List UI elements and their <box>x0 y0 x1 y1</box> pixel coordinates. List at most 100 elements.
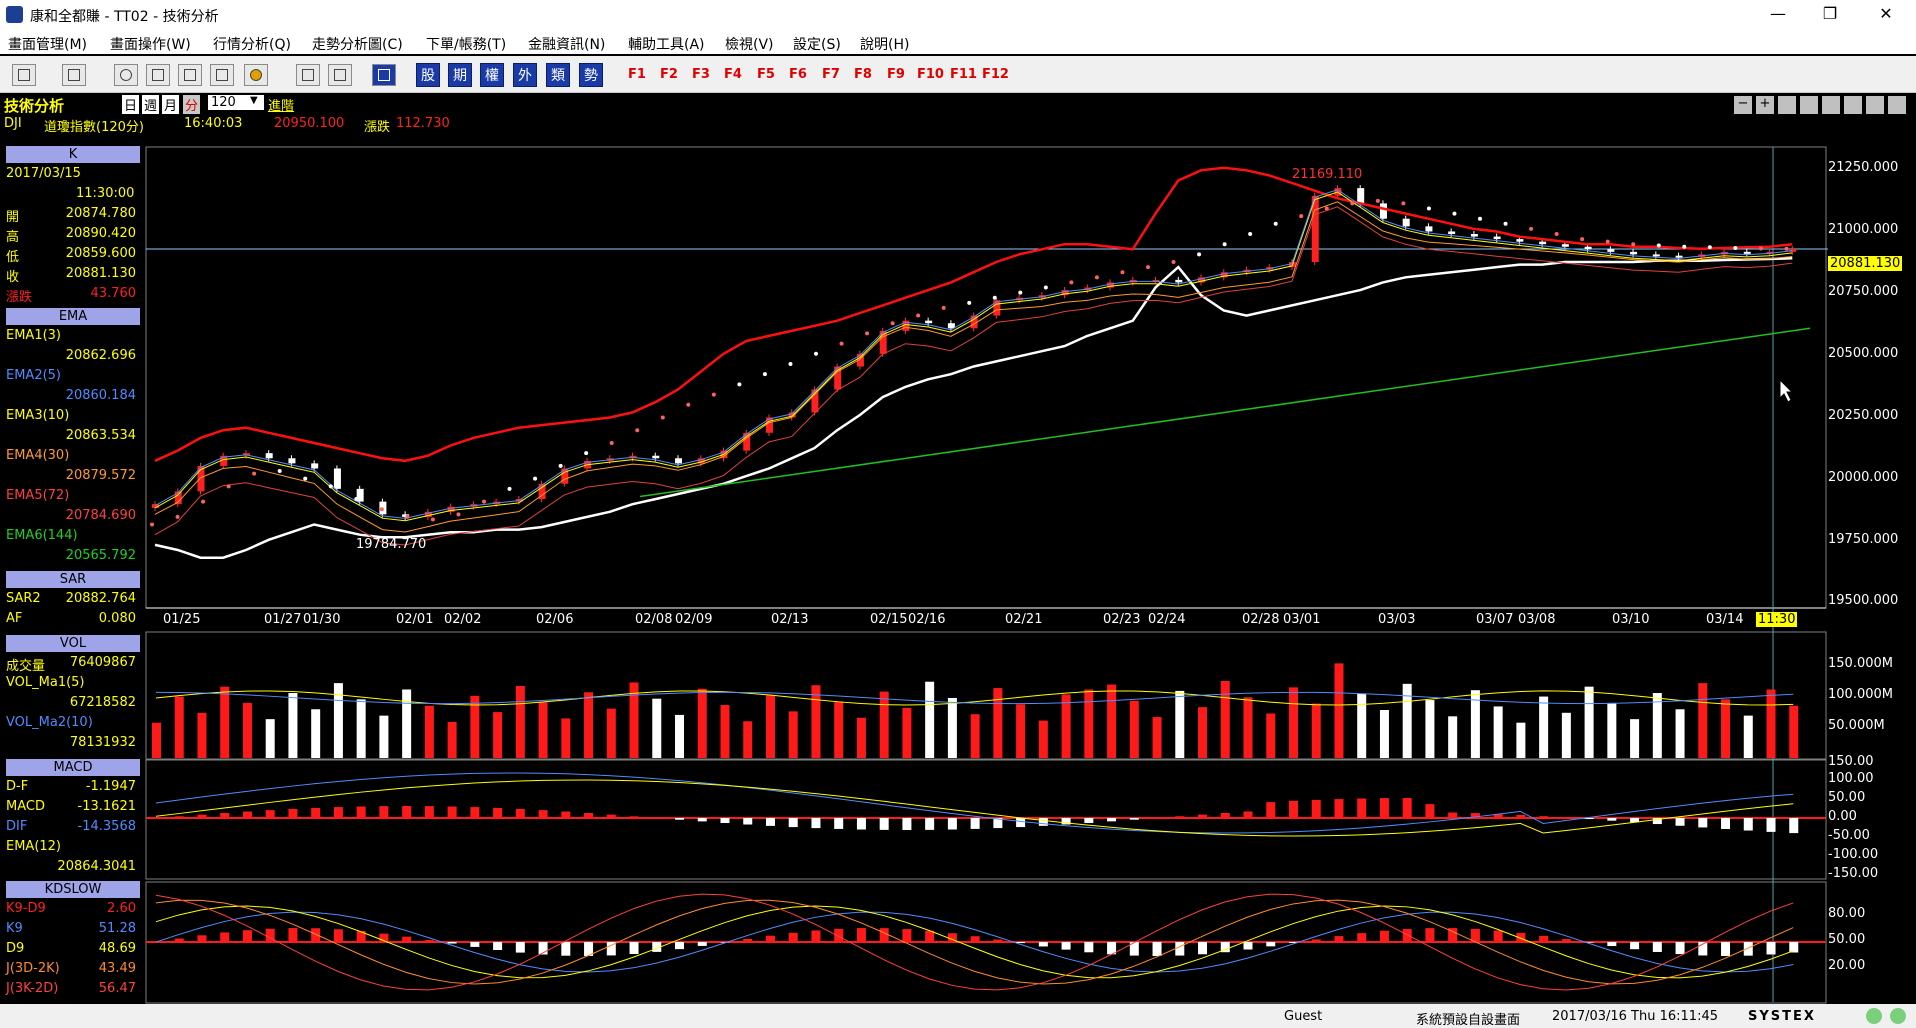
disk-icon[interactable] <box>1844 96 1862 114</box>
volume-bar <box>720 705 730 758</box>
window-restore-icon[interactable] <box>1866 96 1884 114</box>
sar-dot <box>916 313 921 318</box>
macd-bar <box>515 808 525 818</box>
status-light-icon <box>1890 1008 1906 1024</box>
tile-icon[interactable] <box>210 64 234 86</box>
macd-bar <box>447 806 457 818</box>
window-close-icon[interactable] <box>1888 96 1906 114</box>
macd-bar <box>1107 818 1117 822</box>
f5-button[interactable]: F5 <box>757 67 775 82</box>
ema_panel-label: EMA6(144) <box>6 528 78 543</box>
foreign-button[interactable]: 外 <box>513 63 537 87</box>
macd-y-tick: 50.00 <box>1828 790 1866 805</box>
f1-button[interactable]: F1 <box>628 67 646 82</box>
kd-bar <box>1379 930 1389 942</box>
kd-panel-header[interactable]: KDSLOW <box>6 881 140 898</box>
search-minus-icon[interactable] <box>1778 96 1796 114</box>
zoom-icon[interactable] <box>114 64 138 86</box>
upper-band-line <box>154 166 1793 463</box>
tab-week[interactable]: 週 <box>142 95 160 114</box>
change-label: 漲跌 <box>364 120 391 135</box>
menu-view[interactable]: 檢視(V) <box>725 37 774 53</box>
options-button[interactable]: 權 <box>480 63 504 87</box>
f11-button[interactable]: F11 <box>950 67 977 82</box>
search-plus-icon[interactable] <box>1800 96 1818 114</box>
kd-bar <box>675 942 685 950</box>
kd-bar <box>902 929 912 942</box>
f9-button[interactable]: F9 <box>887 67 905 82</box>
tools-icon[interactable] <box>1822 96 1840 114</box>
trend-button[interactable]: 勢 <box>579 63 603 87</box>
kd-bar <box>743 938 753 942</box>
vol-panel-header[interactable]: VOL <box>6 635 140 652</box>
f2-button[interactable]: F2 <box>660 67 678 82</box>
save-icon[interactable] <box>62 64 86 86</box>
minimize-button[interactable]: — <box>1770 4 1786 23</box>
kd_panel-value: 51.28 <box>98 921 136 936</box>
macd-bar <box>1766 818 1776 832</box>
vol_panel-label: 成交量 <box>6 659 46 674</box>
coin-icon[interactable] <box>244 64 268 86</box>
chevron-down-icon[interactable]: ▼ <box>250 95 258 106</box>
candle <box>1607 249 1615 252</box>
x-tick: 03/10 <box>1612 612 1650 627</box>
tab-month[interactable]: 月 <box>162 95 180 114</box>
advanced-link[interactable]: 進階 <box>268 99 295 114</box>
menu-order[interactable]: 下單/帳務(T) <box>426 37 507 53</box>
menu-finance-info[interactable]: 金融資訊(N) <box>528 37 606 53</box>
monitor-icon[interactable] <box>328 64 352 86</box>
macd-y-tick: -150.00 <box>1828 866 1879 881</box>
macd-bar <box>811 818 821 829</box>
futures-button[interactable]: 期 <box>448 63 472 87</box>
volume-bar <box>402 689 412 758</box>
y-tick: 20000.000 <box>1828 470 1899 485</box>
volume-bar <box>1652 693 1662 758</box>
f7-button[interactable]: F7 <box>822 67 840 82</box>
macd-bar <box>1243 811 1253 818</box>
kd_panel-value: 2.60 <box>107 901 136 916</box>
f12-button[interactable]: F12 <box>982 67 1009 82</box>
zoom-out-button[interactable]: − <box>1734 96 1752 114</box>
menu-screen-operate[interactable]: 畫面操作(W) <box>110 37 191 53</box>
maximize-button[interactable]: ❐ <box>1822 4 1838 23</box>
layout-icon[interactable] <box>12 64 36 86</box>
ema5-line <box>154 206 1793 546</box>
k_panel-value: 20874.780 <box>65 206 136 221</box>
category-button[interactable]: 類 <box>546 63 570 87</box>
ema-panel-header[interactable]: EMA <box>6 308 140 325</box>
f10-button[interactable]: F10 <box>917 67 944 82</box>
kd-bar <box>402 936 412 942</box>
f4-button[interactable]: F4 <box>724 67 742 82</box>
sar-panel-header[interactable]: SAR <box>6 571 140 588</box>
f3-button[interactable]: F3 <box>692 67 710 82</box>
menu-settings[interactable]: 設定(S) <box>793 37 841 53</box>
window-icon[interactable] <box>178 64 202 86</box>
k-panel-header[interactable]: K <box>6 146 140 163</box>
kd-line <box>155 893 1794 991</box>
delete-icon[interactable] <box>146 64 170 86</box>
macd-y-tick: -100.00 <box>1828 847 1879 862</box>
macd_panel-value: -1.1947 <box>85 779 136 794</box>
logo-icon[interactable] <box>372 64 396 86</box>
zoom-in-button[interactable]: + <box>1756 96 1774 114</box>
menu-trend-chart[interactable]: 走勢分析圖(C) <box>312 37 403 53</box>
menu-tools[interactable]: 輔助工具(A) <box>628 37 705 53</box>
sar-dot <box>379 507 384 512</box>
sar-dot <box>1656 243 1661 248</box>
macd-bar <box>1630 818 1640 823</box>
menu-quote-analysis[interactable]: 行情分析(Q) <box>213 37 291 53</box>
f8-button[interactable]: F8 <box>854 67 872 82</box>
macd-panel-header[interactable]: MACD <box>6 759 140 776</box>
menu-help[interactable]: 說明(H) <box>860 37 910 53</box>
close-button[interactable]: ✕ <box>1879 4 1893 23</box>
tab-minute[interactable]: 分 <box>183 95 201 114</box>
menu-screen-manage[interactable]: 畫面管理(M) <box>8 37 88 53</box>
f6-button[interactable]: F6 <box>789 67 807 82</box>
tab-day[interactable]: 日 <box>122 95 140 114</box>
macd-bar <box>356 806 366 818</box>
count-select[interactable]: 120 <box>208 95 264 110</box>
candle <box>1516 239 1524 242</box>
link-icon[interactable] <box>296 64 320 86</box>
stock-button[interactable]: 股 <box>416 63 440 87</box>
